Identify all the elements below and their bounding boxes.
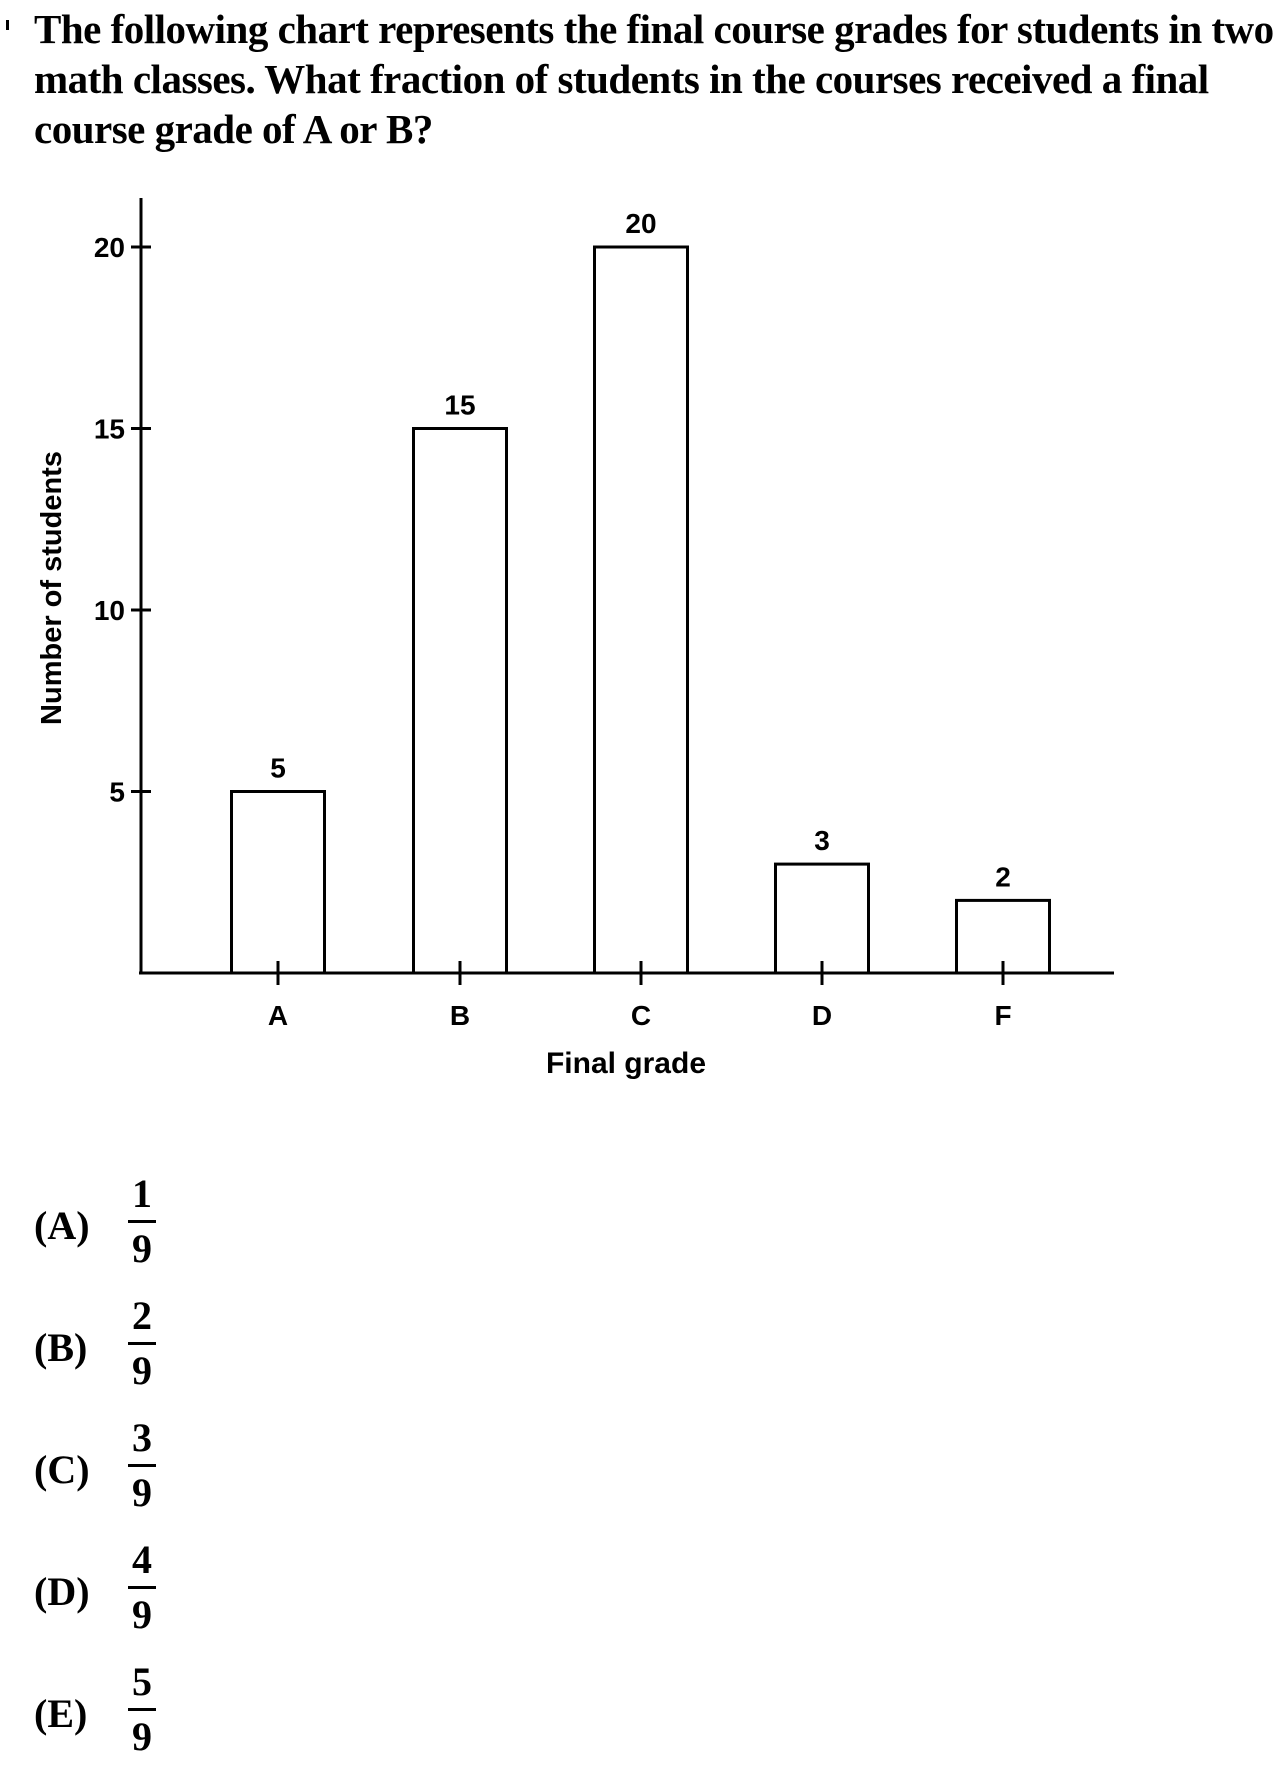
x-tick-label: B [450,1000,470,1031]
fraction-bar [128,1342,156,1345]
data-label: 2 [995,861,1011,892]
bar-C [593,245,689,975]
numerator: 5 [132,1659,152,1704]
numerator: 4 [132,1537,152,1582]
denominator: 9 [132,1592,152,1637]
option-label: (A) [34,1203,90,1248]
y-tick-label: 15 [94,414,125,445]
numerator: 1 [132,1171,152,1216]
fraction-bar [128,1220,156,1223]
bar-B [412,427,508,975]
x-axis-label: Final grade [546,1047,706,1080]
denominator: 9 [132,1714,152,1759]
option-label: (B) [34,1325,88,1370]
bar-F [955,898,1051,975]
x-tick-label: F [994,1000,1011,1031]
x-tick-label: A [268,1000,288,1031]
bar-A [230,790,326,975]
data-label: 3 [814,825,830,856]
numerator: 2 [132,1293,152,1338]
x-tick-label: C [631,1000,651,1031]
bar-D [774,862,870,975]
bar-chart: 5 10 15 20 5 A 15 B 20 C 3 D 2 F Final grade Number of … [36,198,1114,1080]
denominator: 9 [132,1348,152,1393]
y-tick-label: 10 [94,595,125,626]
numerator: 3 [132,1415,152,1460]
option-label: (C) [34,1447,90,1492]
fraction-bar [128,1464,156,1467]
margin-mark [6,20,9,30]
fraction-bar [128,1586,156,1589]
y-tick-label: 20 [94,232,125,263]
data-label: 15 [444,390,475,421]
denominator: 9 [132,1226,152,1271]
y-axis-label: Number of students [36,451,68,725]
data-label: 5 [270,753,286,784]
y-tick-label: 5 [109,777,125,808]
denominator: 9 [132,1470,152,1515]
option-label: (D) [34,1569,90,1614]
question-text: The following chart represents the final… [34,6,1274,152]
x-tick-label: D [812,1000,832,1031]
data-label: 20 [625,208,656,239]
fraction-bar [128,1708,156,1711]
option-label: (E) [34,1691,88,1736]
